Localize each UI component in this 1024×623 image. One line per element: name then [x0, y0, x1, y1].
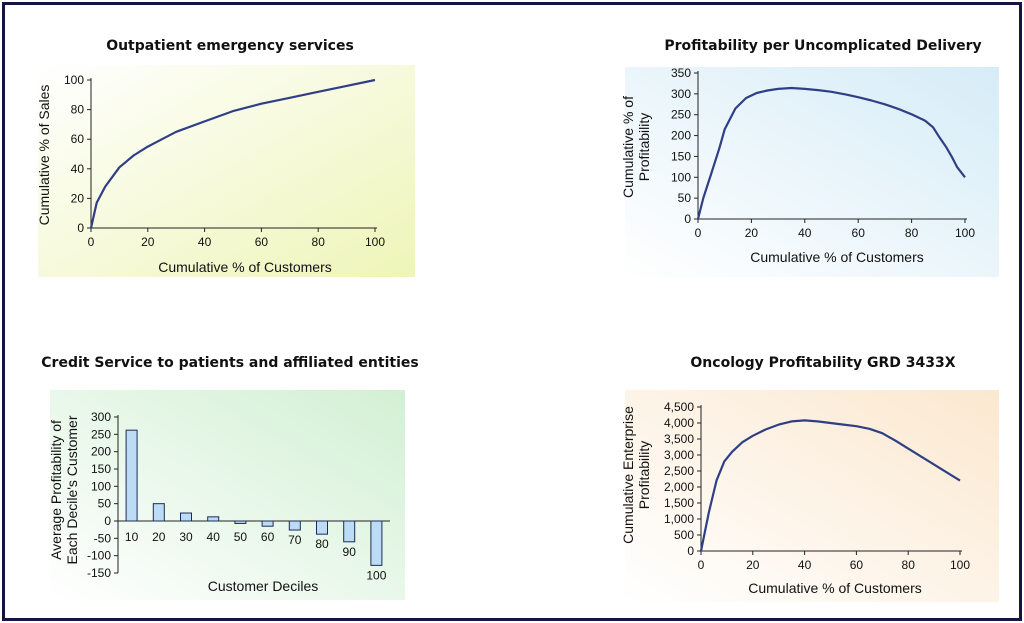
chart-4-y-label-line-2: Profitability [636, 441, 652, 509]
chart-3-bar [261, 520, 274, 527]
chart-2-series-line [696, 86, 966, 220]
chart-1-title: Outpatient emergency services [106, 38, 354, 54]
chart-1-y-tick-label: 80 [71, 103, 85, 117]
chart-2-y-label-line-2: Profitability [636, 113, 652, 181]
chart-3-bar [207, 516, 220, 522]
chart-2-y-tick-label: 150 [671, 149, 691, 163]
chart-2-y-label-line-1: Cumulative % of [620, 96, 636, 198]
chart-3-category-label: 100 [366, 568, 386, 582]
chart-1-y-tick-label: 0 [77, 221, 84, 235]
chart-1-x-tick-label: 0 [88, 235, 95, 249]
chart-1-x-tick-label: 80 [312, 235, 326, 249]
chart-4-y-tick-label: 4,500 [664, 400, 694, 414]
chart-3-category-label: 80 [315, 537, 329, 551]
chart-2-x-tick-label: 20 [745, 226, 759, 240]
chart-4-y-tick-label: 4,000 [664, 416, 694, 430]
chart-4-series-line [699, 419, 961, 552]
chart-2-x-tick-label: 60 [852, 226, 866, 240]
chart-2-title: Profitability per Uncomplicated Delivery [664, 38, 981, 54]
panel-2-background [625, 67, 999, 277]
chart-1-y-tick-label: 40 [71, 162, 85, 176]
chart-4-x-label: Cumulative % of Customers [748, 580, 922, 596]
chart-3-y-tick-label: 150 [91, 462, 111, 476]
chart-2-x-tick-label: 0 [695, 226, 702, 240]
chart-3-title: Credit Service to patients and affiliate… [41, 355, 418, 371]
chart-3-bar [152, 503, 165, 522]
panel-1-background [38, 65, 415, 277]
chart-4-y-tick-label: 0 [687, 544, 694, 558]
chart-3-y-tick-label: 0 [104, 514, 111, 528]
chart-3-y-label-line-2: Each Decile's Customer [64, 415, 80, 564]
panel-3-background [50, 390, 405, 600]
chart-4-y-tick-label: 2,000 [664, 480, 694, 494]
chart-2-y-tick-label: 300 [671, 87, 691, 101]
chart-1-y-tick-label: 20 [71, 191, 85, 205]
chart-3-bar [288, 520, 301, 531]
chart-4-x-tick-label: 100 [950, 558, 970, 572]
chart-3-x-label: Customer Deciles [208, 578, 318, 594]
chart-2-y-tick-label: 350 [671, 66, 691, 80]
chart-2-y-tick-label: 50 [678, 191, 692, 205]
chart-3-category-label: 90 [343, 545, 357, 559]
chart-3-bar [234, 520, 247, 524]
chart-1-x-tick-label: 40 [198, 235, 212, 249]
chart-4-y-tick-label: 1,000 [664, 512, 694, 526]
chart-3-y-label-line-1: Average Profitability of [48, 420, 64, 560]
chart-3-y-tick-label: 250 [91, 427, 111, 441]
chart-1-series-line [89, 78, 376, 229]
chart-3-category-label: 60 [261, 530, 275, 544]
panel-4-background [625, 390, 999, 602]
chart-4-x-tick-label: 20 [746, 558, 760, 572]
chart-1-x-tick-label: 20 [141, 235, 155, 249]
chart-3-category-label: 10 [125, 530, 139, 544]
chart-4-y-label-line-1: Cumulative Enterprise [620, 406, 636, 544]
chart-2-y-tick-label: 0 [684, 212, 691, 226]
chart-2-x-label: Cumulative % of Customers [750, 249, 924, 265]
chart-1-y-tick-label: 100 [64, 73, 84, 87]
chart-1-x-tick-label: 100 [365, 235, 385, 249]
chart-3-bar [343, 520, 356, 543]
chart-3-bar [316, 520, 328, 535]
chart-3-y-tick-label: -150 [87, 566, 111, 580]
chart-4-x-tick-label: 80 [902, 558, 916, 572]
chart-3-bar [180, 512, 192, 522]
chart-3-y-tick-label: 200 [91, 445, 111, 459]
chart-3-y-tick-label: 100 [91, 479, 111, 493]
chart-4-y-tick-label: 3,500 [664, 432, 694, 446]
chart-3-category-label: 20 [152, 530, 166, 544]
chart-2-x-tick-label: 100 [955, 226, 975, 240]
chart-2-y-tick-label: 100 [671, 170, 691, 184]
chart-1-y-tick-label: 60 [71, 132, 85, 146]
chart-3-bar [125, 429, 138, 522]
chart-2-y-tick-label: 250 [671, 108, 691, 122]
chart-2-x-tick-label: 40 [798, 226, 812, 240]
chart-3-y-tick-label: -100 [87, 549, 111, 563]
chart-3-category-label: 30 [179, 530, 193, 544]
chart-2-y-tick-label: 200 [671, 129, 691, 143]
chart-3-bar [370, 520, 383, 566]
chart-3-category-label: 40 [207, 530, 221, 544]
chart-4-x-tick-label: 60 [850, 558, 864, 572]
chart-4-x-tick-label: 40 [798, 558, 812, 572]
chart-3-y-tick-label: 300 [91, 410, 111, 424]
chart-4-y-tick-label: 1,500 [664, 496, 694, 510]
chart-3-category-label: 70 [288, 533, 302, 547]
chart-3-y-tick-label: -50 [94, 531, 112, 545]
chart-4-title: Oncology Profitability GRD 3433X [690, 355, 955, 371]
chart-1-x-tick-label: 60 [255, 235, 269, 249]
chart-4-y-tick-label: 3,000 [664, 448, 694, 462]
chart-4-y-tick-label: 500 [674, 528, 694, 542]
chart-3-y-tick-label: 50 [98, 497, 112, 511]
chart-4-x-tick-label: 0 [698, 558, 705, 572]
charts-canvas: Outpatient emergency services Profitabil… [36, 38, 999, 602]
chart-1-y-label: Cumulative % of Sales [36, 85, 52, 226]
chart-3-category-label: 50 [234, 530, 248, 544]
chart-4-y-tick-label: 2,500 [664, 464, 694, 478]
chart-1-x-label: Cumulative % of Customers [158, 259, 332, 275]
chart-2-x-tick-label: 80 [905, 226, 919, 240]
